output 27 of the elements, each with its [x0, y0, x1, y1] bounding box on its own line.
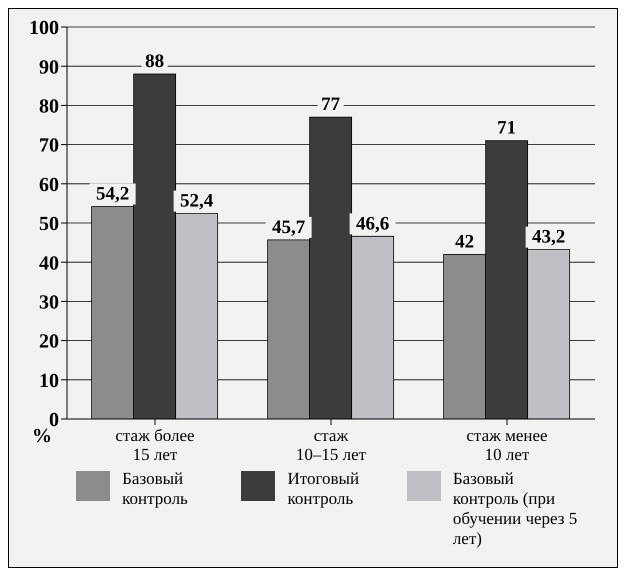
y-tick-label: 10: [39, 370, 59, 392]
y-axis-title: %: [32, 425, 52, 447]
x-tick-label: стаж менее 10 лет: [466, 426, 548, 464]
data-label: 88: [145, 51, 164, 72]
y-tick-label: 90: [39, 56, 59, 78]
data-label: 46,6: [356, 213, 390, 234]
y-tick-label: 50: [39, 213, 59, 236]
data-label: 54,2: [96, 184, 130, 205]
data-label: 45,7: [272, 216, 306, 238]
data-label: 77: [321, 94, 341, 116]
legend-label: Итоговый контроль: [287, 469, 360, 509]
legend-label: Базовый контроль: [122, 469, 189, 509]
y-tick-label: 30: [39, 292, 59, 314]
y-tick-label: 80: [39, 96, 59, 118]
legend-label: Базовый контроль (при обучении через 5 лет): [452, 469, 578, 549]
y-tick-label: 70: [39, 134, 59, 157]
y-tick-label: 0: [49, 409, 59, 432]
data-label: 42: [455, 231, 474, 252]
y-tick-label: 100: [29, 17, 59, 40]
data-label: 52,4: [180, 190, 214, 212]
y-tick-label: 40: [39, 252, 59, 274]
data-label: 71: [497, 118, 516, 139]
x-tick-label: стаж более 15 лет: [115, 426, 195, 464]
x-tick-label: стаж 10–15 лет: [296, 426, 367, 464]
y-tick-label: 60: [39, 174, 59, 196]
y-tick-label: 20: [39, 330, 59, 353]
data-label: 43,2: [532, 226, 566, 248]
